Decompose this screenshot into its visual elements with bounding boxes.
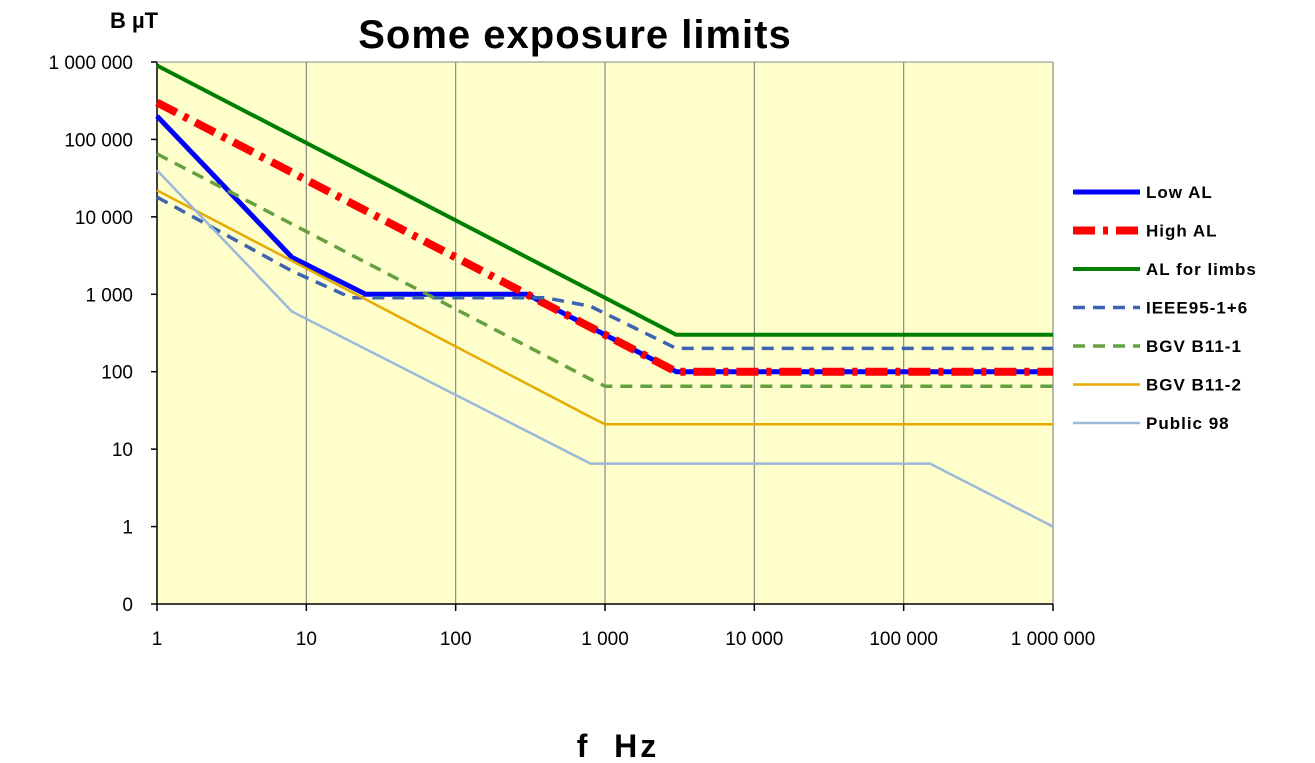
x-tick-label: 1 000 [581,629,629,650]
y-tick-label: 1 000 [85,285,133,306]
axes [151,61,1054,611]
series-line-al-for-limbs [156,63,1053,337]
x-tick-label: 100 [440,629,472,650]
y-tick-label: 0 [122,595,133,616]
y-tick-label: 100 [101,363,133,384]
x-tick-label: 1 [152,629,163,650]
chart-title: Some exposure limits [358,13,791,57]
legend-label-low-al: Low AL [1146,183,1213,202]
y-tick-label: 10 000 [75,208,133,229]
x-tick-label: 10 000 [725,629,783,650]
y-tick-label: 1 [122,518,133,539]
series-layer [155,63,1054,528]
y-tick-label: 1 000 000 [48,53,133,74]
x-tick-label: 10 [296,629,317,650]
x-tick-label: 100 000 [869,629,938,650]
x-axis-label: f Hz [577,728,660,763]
legend-label-ieee95-1-6: IEEE95-1+6 [1146,299,1248,318]
legend-label-high-al: High AL [1146,222,1218,241]
legend-label-bgv-b11-2: BGV B11-2 [1146,376,1242,395]
y-tick-label: 10 [112,440,133,461]
legend-label-bgv-b11-1: BGV B11-1 [1146,337,1242,356]
legend: Low AL High AL AL for limbs IEEE95-1+6 BGV B… [1073,183,1257,433]
series-line-public-98 [156,169,1054,528]
x-tick-label: 1 000 000 [1011,629,1096,650]
y-tick-label: 100 000 [64,130,133,151]
legend-label-al-for-limbs: AL for limbs [1146,260,1257,279]
series-line-bgv-b11-2 [156,189,1053,426]
series-line-bgv-b11-1 [156,152,1053,388]
y-axis-label: B µT [110,8,159,33]
series-line-high-al [155,98,1053,376]
legend-label-public-98: Public 98 [1146,414,1230,433]
